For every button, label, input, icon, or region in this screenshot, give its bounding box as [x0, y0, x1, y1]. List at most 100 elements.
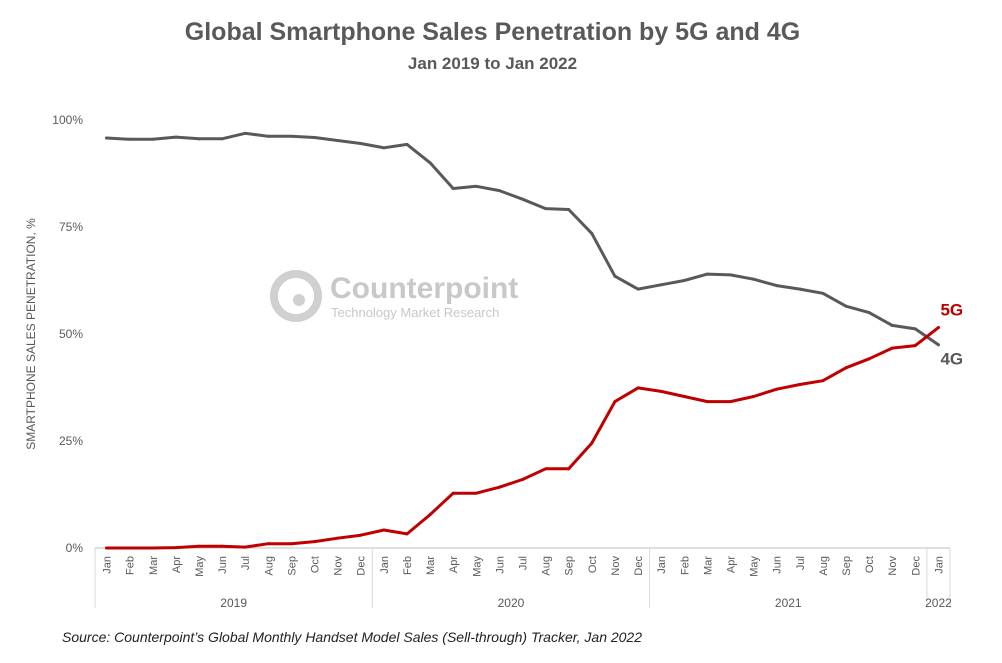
data-point-4G [174, 135, 178, 139]
x-tick-label: Dec [910, 556, 922, 576]
data-point-5G [567, 467, 571, 471]
data-point-4G [474, 184, 478, 188]
data-point-4G [521, 197, 524, 201]
watermark-tagline: Technology Market Research [331, 305, 499, 320]
y-tick-label: 100% [52, 113, 83, 127]
data-point-5G [913, 344, 917, 348]
data-point-4G [313, 136, 317, 140]
data-point-5G [266, 542, 270, 546]
chart-subtitle: Jan 2019 to Jan 2022 [407, 54, 578, 73]
x-tick-label: Feb [402, 556, 414, 575]
series-label-4G: 4G [940, 350, 963, 369]
x-tick-label: Jul [240, 556, 252, 570]
y-tick-label: 25% [59, 434, 83, 448]
data-point-5G [936, 326, 940, 330]
data-point-5G [128, 546, 132, 550]
data-point-4G [243, 131, 247, 135]
data-point-5G [313, 540, 317, 544]
data-point-5G [497, 485, 501, 489]
data-point-4G [798, 287, 802, 291]
data-point-4G [682, 279, 686, 282]
year-label: 2019 [220, 596, 247, 610]
data-point-5G [197, 544, 201, 548]
data-point-4G [705, 272, 709, 276]
data-point-4G [936, 343, 940, 347]
data-point-4G [544, 207, 548, 211]
data-point-4G [890, 323, 894, 327]
data-point-5G [844, 366, 848, 370]
y-tick-label: 50% [59, 327, 83, 341]
data-point-5G [359, 533, 363, 537]
data-point-4G [659, 283, 663, 287]
x-tick-label: Sep [286, 556, 298, 576]
x-tick-label: May [749, 556, 761, 577]
x-tick-label: Apr [171, 556, 183, 573]
x-tick-label: Jan [102, 556, 114, 574]
data-point-5G [105, 546, 109, 550]
x-tick-label: Feb [125, 556, 137, 575]
data-point-5G [890, 346, 894, 350]
data-point-4G [613, 274, 617, 278]
x-tick-label: Aug [263, 556, 275, 576]
x-tick-label: Sep [841, 556, 853, 576]
data-point-5G [821, 379, 825, 383]
data-point-4G [913, 327, 917, 331]
watermark: Counterpoint Technology Market Research [270, 270, 518, 322]
data-point-5G [382, 528, 386, 532]
data-point-5G [289, 542, 293, 546]
data-point-4G [428, 161, 432, 165]
x-tick-label: Oct [587, 556, 599, 573]
x-tick-label: Jan [656, 556, 668, 574]
x-tick-label: Jul [518, 556, 530, 570]
x-tick-label: Nov [333, 556, 345, 576]
x-tick-label: May [471, 556, 483, 577]
watermark-logo-icon [270, 270, 322, 322]
data-point-5G [590, 441, 594, 445]
data-point-4G [867, 311, 871, 315]
data-point-5G [174, 546, 178, 550]
x-tick-label: Apr [725, 556, 737, 573]
data-point-4G [775, 284, 779, 288]
x-tick-label: Mar [702, 556, 714, 575]
data-point-5G [544, 467, 548, 471]
series-label-5G: 5G [940, 301, 963, 320]
data-point-5G [659, 389, 663, 393]
x-tick-label: Apr [448, 556, 460, 573]
data-point-4G [844, 304, 848, 308]
x-tick-label: Oct [310, 556, 322, 573]
chart-title: Global Smartphone Sales Penetration by 5… [184, 18, 801, 46]
x-tick-label: Oct [864, 556, 876, 573]
source-note: Source: Counterpoint’s Global Monthly Ha… [62, 629, 643, 645]
data-point-4G [636, 287, 640, 291]
x-tick-label: Dec [356, 556, 368, 576]
data-point-5G [243, 545, 247, 549]
data-point-5G [636, 386, 640, 390]
data-point-5G [613, 400, 617, 404]
year-label: 2022 [925, 596, 952, 610]
data-point-4G [151, 137, 155, 141]
data-point-4G [289, 134, 293, 138]
x-tick-label: Jun [494, 556, 506, 574]
data-point-4G [128, 137, 132, 141]
data-point-5G [682, 394, 686, 398]
data-point-4G [405, 142, 409, 146]
x-tick-label: Dec [633, 556, 645, 576]
x-tick-label: Sep [564, 556, 576, 576]
x-tick-label: Jul [795, 556, 807, 570]
data-point-5G [220, 544, 224, 548]
series-line-4G [105, 131, 940, 347]
data-point-4G [105, 136, 109, 140]
data-point-5G [867, 357, 871, 361]
data-point-5G [705, 400, 709, 404]
x-tick-label: May [194, 556, 206, 577]
watermark-logo-dot [293, 294, 305, 306]
series-line-5G [105, 326, 940, 550]
x-tick-label: Jun [217, 556, 229, 574]
data-point-4G [728, 273, 732, 277]
data-point-4G [266, 134, 270, 138]
year-label: 2021 [775, 596, 802, 610]
data-point-4G [590, 231, 594, 235]
x-tick-label: Nov [610, 556, 622, 576]
data-point-4G [359, 142, 363, 146]
